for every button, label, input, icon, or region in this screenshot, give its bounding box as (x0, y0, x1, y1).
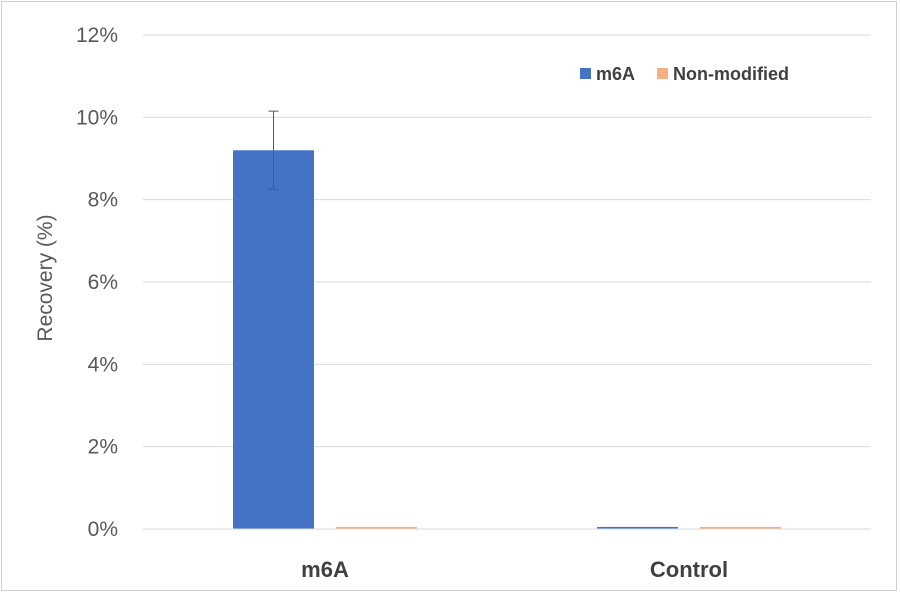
bar-non-modified-control (700, 526, 781, 529)
bars (233, 150, 781, 529)
bar-m6a-m6a (233, 150, 314, 529)
error-bars (268, 110, 279, 190)
y-tick-label: 6% (88, 271, 118, 294)
y-tick-label: 10% (76, 106, 118, 129)
legend-label: m6A (596, 64, 635, 84)
y-axis-label: Recovery (%) (34, 214, 57, 341)
y-tick-label: 2% (88, 436, 118, 459)
y-axis-ticks: 0% 2% 4% 6% 8% 10% 12% (76, 24, 118, 541)
y-tick-label: 12% (76, 24, 118, 47)
x-category-label: m6A (301, 557, 349, 582)
legend: m6A Non-modified (580, 64, 789, 84)
y-tick-label: 8% (88, 189, 118, 212)
legend-swatch (657, 68, 669, 79)
x-axis-categories: m6A Control (301, 557, 728, 582)
bar-m6a-control (597, 526, 678, 529)
bar-non-modified-m6a (336, 526, 417, 529)
legend-swatch (580, 68, 591, 79)
x-category-label: Control (650, 557, 728, 582)
y-tick-label: 0% (88, 518, 118, 541)
y-tick-label: 4% (88, 353, 118, 376)
legend-label: Non-modified (673, 64, 789, 84)
